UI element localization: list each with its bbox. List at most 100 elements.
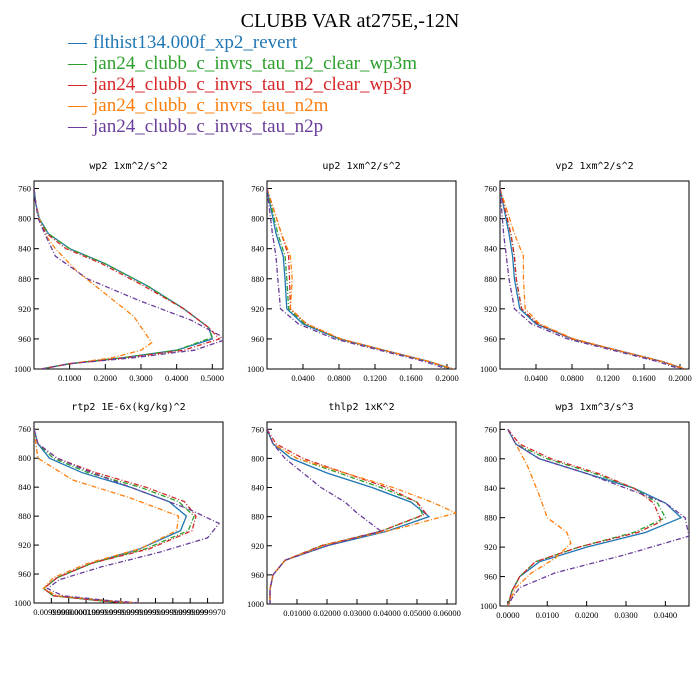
series-line-1	[267, 188, 452, 369]
y-tick-label: 800	[251, 453, 264, 463]
legend-entry-1: — flthist134.000f_xp2_revert	[67, 32, 298, 53]
series-line-5	[507, 429, 689, 606]
y-tick-label: 920	[251, 541, 264, 551]
y-tick-label: 1000	[480, 601, 497, 611]
y-tick-label: 1000	[247, 599, 264, 609]
y-tick-label: 760	[251, 184, 264, 194]
x-tick-label: 0.0999999	[103, 607, 139, 617]
x-tick-label: 0.0800	[327, 373, 350, 383]
plot-frame	[266, 421, 457, 605]
x-tick-label: 0.0099999	[85, 607, 121, 617]
x-tick-label: 0.0999999	[120, 607, 156, 617]
series-line-3	[34, 188, 221, 369]
x-tick-label: 0.5000	[201, 373, 224, 383]
x-tick-label: 0.1000	[58, 373, 81, 383]
series-line-4	[34, 188, 153, 369]
legend-entry-2: — jan24_clubb_c_invrs_tau_n2_clear_wp3m	[67, 53, 417, 74]
y-tick-label: 840	[251, 244, 264, 254]
y-tick-label: 960	[484, 334, 497, 344]
legend-entry-4-label: jan24_clubb_c_invrs_tau_n2m	[92, 95, 329, 116]
series-line-5	[267, 188, 448, 369]
x-tick-label: 0.4000	[165, 373, 188, 383]
series-line-4	[267, 188, 454, 369]
x-tick-label: 0.01000	[283, 608, 311, 618]
y-tick-label: 760	[18, 184, 31, 194]
y-tick-label: 880	[484, 513, 497, 523]
y-tick-label: 760	[18, 424, 31, 434]
y-tick-label: 880	[18, 274, 31, 284]
x-tick-label: 0.0999970	[190, 607, 226, 617]
panel-4: rtp2 1E-6x(kg/kg)^2 760 800 840 880 920 960 100…	[14, 402, 226, 617]
series-line-2	[500, 188, 685, 369]
y-tick-label: 880	[251, 512, 264, 522]
panel-5: thlp2 1xK^2 760 800 840 880 920 960 1000 0.01000…	[247, 402, 461, 618]
legend-entry-1-label: flthist134.000f_xp2_revert	[93, 32, 298, 53]
y-tick-label: 880	[251, 274, 264, 284]
x-tick-label: 0.0099999	[33, 607, 69, 617]
legend-entry-5-label: jan24_clubb_c_invrs_tau_n2p	[92, 116, 323, 137]
x-tick-label: 0.0400	[291, 373, 314, 383]
plot-frame	[266, 180, 457, 370]
panel-title: wp3 1xm^3/s^3	[555, 402, 633, 413]
x-tick-label: 0.0001999	[68, 607, 104, 617]
plot-frame	[499, 180, 690, 370]
series-line-4	[507, 429, 572, 606]
x-tick-label: 0.04000	[373, 608, 401, 618]
x-tick-label: 0.2000	[668, 373, 691, 383]
x-tick-label: 0.1200	[596, 373, 619, 383]
x-tick-label: 0.1200	[363, 373, 386, 383]
series-line-2	[34, 429, 195, 603]
series-line-1	[500, 188, 685, 369]
y-tick-label: 1000	[14, 364, 31, 374]
series-line-2	[267, 429, 424, 604]
legend-entry-5-marker: —	[67, 116, 88, 137]
series-line-5	[500, 188, 681, 369]
panel-6: wp3 1xm^3/s^3 760 800 840 880 920 960 10000.000…	[480, 402, 690, 620]
y-tick-label: 960	[251, 570, 264, 580]
panel-title: vp2 1xm^2/s^2	[555, 161, 633, 172]
panel-2: up2 1xm^2/s^2 760 800 840 880 920 960 1000 0.040…	[247, 161, 459, 383]
y-tick-label: 960	[18, 334, 31, 344]
series-line-2	[507, 429, 667, 606]
legend-entry-4: — jan24_clubb_c_invrs_tau_n2m	[67, 95, 329, 116]
panels: wp2 1xm^2/s^2 760 800 840 880 920 960 1000 0.100…	[14, 161, 692, 620]
y-tick-label: 840	[251, 483, 264, 493]
x-tick-label: 0.3000	[129, 373, 152, 383]
y-tick-label: 760	[484, 184, 497, 194]
series-line-2	[34, 188, 214, 369]
y-tick-label: 880	[18, 511, 31, 521]
x-tick-label: 0.0300	[614, 610, 637, 620]
legend-entry-1-marker: —	[67, 32, 88, 53]
y-tick-label: 920	[251, 304, 264, 314]
y-tick-label: 920	[18, 540, 31, 550]
panel-title: up2 1xm^2/s^2	[322, 161, 400, 172]
legend-entry-4-marker: —	[67, 95, 88, 116]
series-line-4	[500, 188, 687, 369]
y-tick-label: 840	[484, 483, 497, 493]
y-tick-label: 880	[484, 274, 497, 284]
y-tick-label: 960	[484, 572, 497, 582]
panel-title: rtp2 1E-6x(kg/kg)^2	[71, 402, 185, 413]
x-tick-label: 0.0800	[560, 373, 583, 383]
y-tick-label: 960	[18, 569, 31, 579]
x-tick-label: 0.0999999	[137, 607, 173, 617]
x-tick-label: 0.0100	[536, 610, 559, 620]
legend-entry-5: — jan24_clubb_c_invrs_tau_n2p	[67, 116, 323, 137]
y-tick-label: 920	[484, 542, 497, 552]
x-tick-label: 0.0999999	[155, 607, 191, 617]
y-tick-label: 960	[251, 334, 264, 344]
panel-title: wp2 1xm^2/s^2	[89, 161, 167, 172]
legend-entry-2-label: jan24_clubb_c_invrs_tau_n2_clear_wp3m	[92, 53, 417, 74]
y-tick-label: 1000	[14, 598, 31, 608]
x-tick-label: 0.0000	[496, 610, 519, 620]
series-line-3	[267, 428, 428, 604]
x-tick-label: 0.0200	[575, 610, 598, 620]
y-tick-label: 760	[251, 424, 264, 434]
series-line-3	[500, 188, 685, 369]
y-tick-label: 1000	[480, 364, 497, 374]
plot-frame	[499, 421, 690, 607]
series-line-3	[267, 188, 454, 369]
legend-entry-3: — jan24_clubb_c_invrs_tau_n2_clear_wp3p	[67, 74, 412, 95]
y-tick-label: 800	[251, 214, 264, 224]
